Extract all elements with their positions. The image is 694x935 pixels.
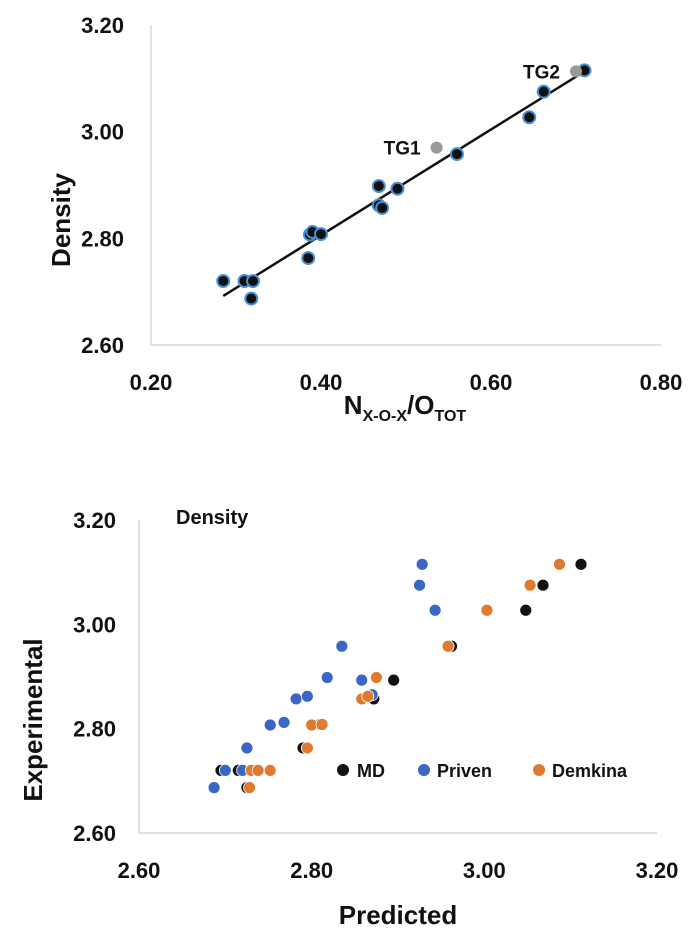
chart2-y-tick-labels: 2.60 2.80 3.00 3.20 — [73, 508, 116, 846]
chart1-point — [246, 274, 260, 288]
chart2-point-priven — [207, 781, 221, 795]
chart1-point-highlight — [430, 141, 443, 154]
chart2-point-md — [387, 673, 401, 687]
chart2-points — [207, 557, 588, 795]
chart2-point-priven — [335, 639, 349, 653]
chart2-point-md — [574, 557, 588, 571]
chart2-point-priven — [289, 692, 303, 706]
chart2-point-demkina — [441, 639, 455, 653]
chart2-x-tick: 2.60 — [118, 858, 161, 883]
chart2-point-md — [519, 603, 533, 617]
chart1-point — [390, 181, 405, 196]
chart2-y-tick: 2.80 — [73, 717, 116, 742]
chart1-y-tick: 2.80 — [81, 226, 124, 251]
chart2-x-tick: 2.80 — [290, 858, 333, 883]
chart1-y-tick-labels: 2.60 2.80 3.00 3.20 — [81, 13, 124, 358]
chart1-y-tick: 2.60 — [81, 333, 124, 358]
chart2-title: Density — [176, 507, 249, 529]
chart1-annotations: TG1 TG2 — [384, 62, 560, 159]
chart1-point — [371, 179, 386, 194]
chart2-y-axis-label: Experimental — [18, 638, 48, 801]
chart2-legend: MD Priven Demkina — [337, 761, 628, 781]
chart2-point-priven — [428, 603, 442, 617]
chart1-x-tick: 0.40 — [300, 370, 343, 395]
chart1-point — [216, 274, 231, 288]
chart2-point-priven — [300, 689, 314, 703]
chart1-point — [314, 227, 328, 242]
chart1-point — [301, 251, 316, 266]
chart2-point-demkina — [263, 764, 277, 777]
chart2-point-priven — [413, 578, 426, 592]
legend-priven-marker — [418, 764, 430, 776]
chart2-point-demkina — [553, 557, 566, 571]
chart1-x-tick: 0.60 — [470, 370, 513, 395]
chart-1: 2.60 2.80 3.00 3.20 0.20 0.40 0.60 0.80 TG1 TG2… — [46, 13, 682, 425]
chart1-x-axis-label: NX-O-X/OTOT — [344, 390, 467, 425]
chart2-point-demkina — [370, 671, 383, 684]
chart1-point — [375, 200, 390, 215]
chart2-x-tick: 3.00 — [463, 858, 506, 883]
chart1-y-axis-label: Density — [46, 173, 76, 267]
chart1-point — [522, 110, 537, 125]
chart2-point-priven — [218, 764, 232, 777]
chart2-point-demkina — [315, 718, 329, 731]
chart1-annotation: TG1 — [384, 139, 421, 160]
chart1-point — [244, 291, 259, 306]
chart2-point-priven — [415, 557, 429, 571]
chart2-point-demkina — [300, 741, 314, 755]
chart2-point-demkina — [361, 689, 375, 703]
legend-priven-label: Priven — [437, 761, 492, 781]
chart1-y-tick: 3.20 — [81, 13, 124, 38]
chart2-point-demkina — [523, 578, 537, 592]
chart2-y-tick: 3.00 — [73, 612, 116, 637]
chart1-annotation: TG2 — [523, 62, 560, 83]
chart2-x-tick-labels: 2.60 2.80 3.00 3.20 — [118, 858, 679, 883]
chart1-point — [536, 84, 551, 99]
chart1-x-tick: 0.80 — [640, 370, 683, 395]
chart1-points — [216, 63, 592, 306]
legend-md-marker — [337, 764, 349, 776]
chart2-x-axis-label: Predicted — [339, 900, 458, 930]
chart-2: 2.60 2.80 3.00 3.20 2.60 2.80 3.00 3.20 Densit… — [18, 507, 678, 930]
chart2-y-tick: 3.20 — [73, 508, 116, 533]
legend-md-label: MD — [357, 761, 385, 781]
chart2-point-priven — [240, 741, 254, 755]
chart2-x-tick: 3.20 — [636, 858, 679, 883]
legend-demkina-marker — [533, 764, 545, 776]
chart2-point-priven — [355, 673, 369, 687]
chart2-point-priven — [263, 718, 277, 732]
chart2-y-tick: 2.60 — [73, 821, 116, 846]
chart1-point — [450, 147, 464, 162]
chart2-point-demkina — [480, 603, 494, 617]
chart1-y-tick: 3.00 — [81, 120, 124, 145]
legend-demkina-label: Demkina — [552, 761, 628, 781]
chart2-point-priven — [320, 671, 334, 684]
chart2-point-demkina — [243, 781, 256, 795]
chart1-trendline — [222, 70, 586, 297]
chart2-point-demkina — [251, 764, 265, 777]
chart1-x-tick: 0.20 — [130, 370, 173, 395]
chart2-point-priven — [277, 716, 291, 729]
chart1-point-highlight — [570, 65, 582, 78]
chart1-x-tick-labels: 0.20 0.40 0.60 0.80 — [130, 370, 683, 395]
chart2-point-md — [536, 578, 550, 592]
